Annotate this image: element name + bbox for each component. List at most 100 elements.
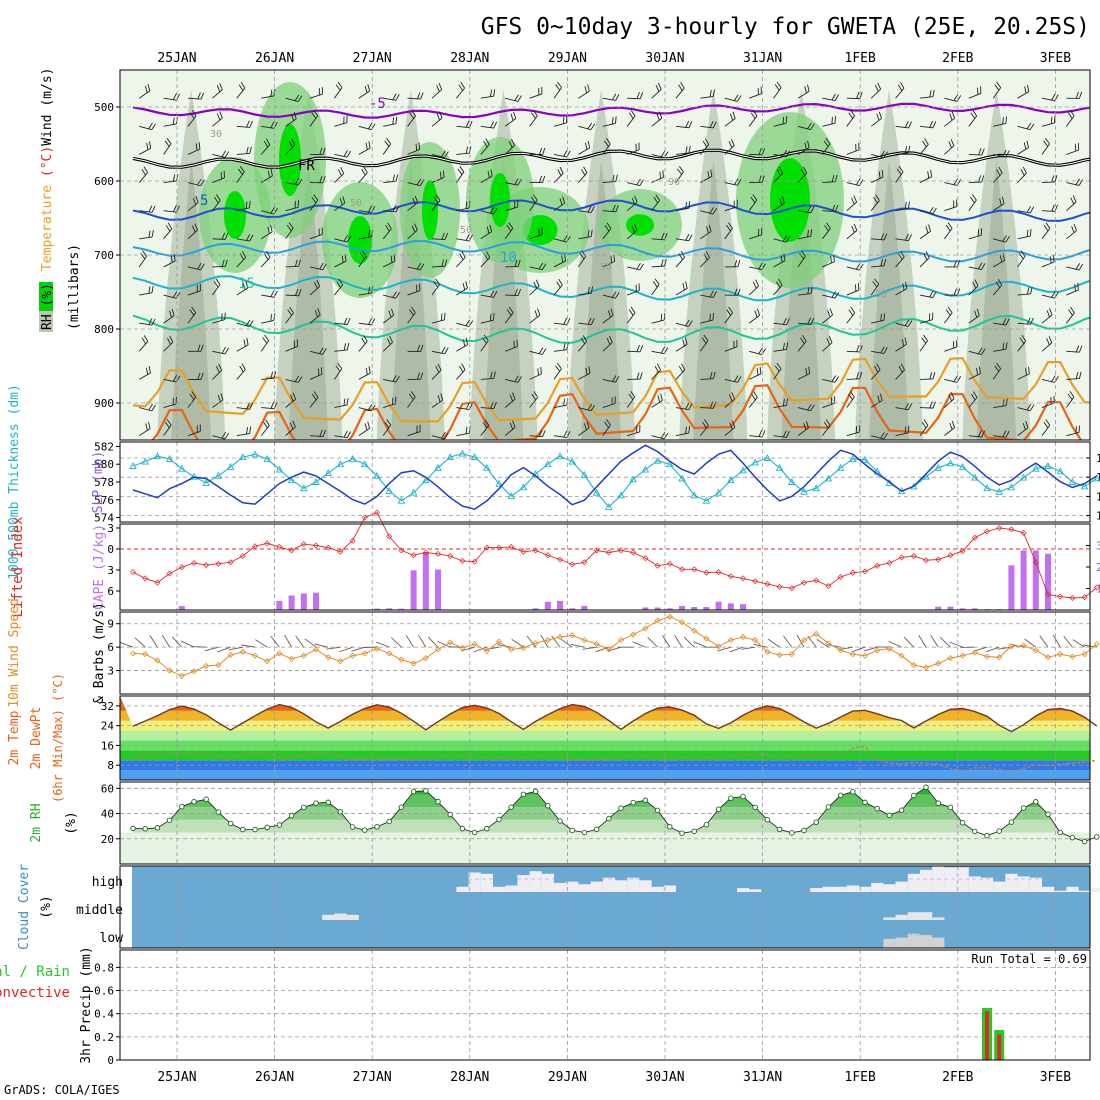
wind-barb-flag xyxy=(538,429,543,437)
wind-barb-flag xyxy=(485,138,490,145)
wind-barb xyxy=(390,637,402,648)
wind-speed-point xyxy=(447,639,454,646)
wind-barb xyxy=(1091,284,1098,295)
lifted-index-point xyxy=(679,566,685,573)
wind-barb-flag xyxy=(782,196,785,204)
cloud-cell xyxy=(529,871,542,892)
wind-barb xyxy=(749,234,762,240)
wind-barb-flag xyxy=(976,367,978,376)
wind-barb-flag xyxy=(558,278,563,286)
wind-barb xyxy=(212,177,225,183)
wind-barb-flag xyxy=(319,175,323,183)
lifted-index-point xyxy=(837,574,844,580)
cape-bar xyxy=(386,608,393,610)
wind-barb-flag xyxy=(267,170,271,178)
wind-barb xyxy=(163,260,176,268)
wind-barb-flag xyxy=(241,363,246,370)
wind-barb-flag xyxy=(164,140,170,147)
y-tick-label: 800 xyxy=(94,323,114,336)
wind-barb xyxy=(944,346,957,352)
panel-frame xyxy=(119,781,1091,865)
wind-barb xyxy=(375,641,390,648)
lifted-index-point xyxy=(581,559,588,566)
axis-title: & Barbs (m/s) xyxy=(92,602,107,704)
lifted-index-point xyxy=(1045,591,1051,598)
rh-point xyxy=(984,832,990,839)
wind-barb-flag xyxy=(702,421,707,429)
wind-barb-flag xyxy=(996,169,1001,176)
wind-barb-flag xyxy=(611,375,617,382)
wind-barb xyxy=(968,373,981,380)
wind-barb-flag xyxy=(808,366,811,374)
wind-barb xyxy=(724,312,733,324)
wind-barb xyxy=(295,635,305,648)
wind-barb-flag xyxy=(361,337,366,345)
wind-barb-flag xyxy=(392,375,397,382)
wind-barb xyxy=(949,641,963,648)
wind-barb-flag xyxy=(733,94,739,101)
wind-barb-flag xyxy=(286,224,292,232)
wind-barb-flag xyxy=(874,365,879,373)
cape-bar xyxy=(532,608,539,610)
wind-barb-flag xyxy=(172,205,177,212)
wind-barb xyxy=(1039,635,1049,648)
wind-barb-flag xyxy=(586,421,590,429)
wind-barb-flag xyxy=(756,368,759,376)
lifted-index-point xyxy=(142,575,149,582)
wind-barb-flag xyxy=(1078,91,1083,99)
wind-barb-flag xyxy=(688,426,690,434)
wind-barb xyxy=(651,319,665,324)
wind-barb-flag xyxy=(948,394,953,402)
wind-barb xyxy=(870,284,880,296)
wind-barb xyxy=(407,396,416,408)
dewpt-line xyxy=(132,745,1097,774)
wind-barb xyxy=(773,238,787,243)
wind-barb xyxy=(773,322,787,326)
wind-barb-flag xyxy=(363,166,368,173)
wind-barb-flag xyxy=(420,344,424,352)
rh-green-core xyxy=(626,214,654,236)
wind-barb-flag xyxy=(834,376,840,383)
wind-barb xyxy=(139,125,152,131)
wind-barb xyxy=(236,87,246,99)
wind-barb-flag xyxy=(368,286,371,294)
wind-barb-flag xyxy=(191,391,197,398)
rh-point xyxy=(935,800,941,806)
wind-barb xyxy=(930,635,939,648)
wind-barb xyxy=(241,644,256,648)
wind-barb-flag xyxy=(1094,279,1098,285)
axis-title: Lifted Index xyxy=(10,516,26,617)
wind-barb-flag xyxy=(750,112,756,119)
wind-barb-flag xyxy=(927,171,930,179)
wind-barb xyxy=(480,407,494,409)
lifted-index-point xyxy=(227,559,234,566)
wind-speed-point xyxy=(471,640,478,648)
wind-barb xyxy=(582,646,597,650)
wind-barb-flag xyxy=(779,166,784,174)
wind-barb-flag xyxy=(875,194,880,201)
wind-barb xyxy=(529,199,538,211)
rh-point xyxy=(569,827,575,834)
wind-barb-flag xyxy=(709,290,714,298)
temp-band xyxy=(120,750,1090,761)
upper-ylabel: RH (%)Temperature (°C)Wind (m/s) xyxy=(40,68,55,330)
wind-barb-flag xyxy=(441,259,445,267)
wind-barb-flag xyxy=(1096,364,1099,370)
wind-barb xyxy=(895,432,909,437)
wind-barb-flag xyxy=(834,292,840,299)
wind-barb-flag xyxy=(563,398,566,406)
wind-barb-flag xyxy=(970,393,976,401)
wind-barb-flag xyxy=(517,376,522,383)
wind-barb xyxy=(204,646,219,652)
wind-barb xyxy=(163,424,172,436)
y-tick-label: 390 xyxy=(1096,540,1100,553)
wind-barb xyxy=(602,228,612,240)
wind-barb-flag xyxy=(1069,391,1075,398)
wind-barb-flag xyxy=(733,375,739,382)
wind-barb xyxy=(460,646,475,652)
panel-frame xyxy=(119,441,1091,523)
wind-barb-flag xyxy=(420,92,424,100)
wind-barb-flag xyxy=(807,205,812,213)
wind-barb-flag xyxy=(164,421,170,428)
wind-barb xyxy=(919,125,933,129)
